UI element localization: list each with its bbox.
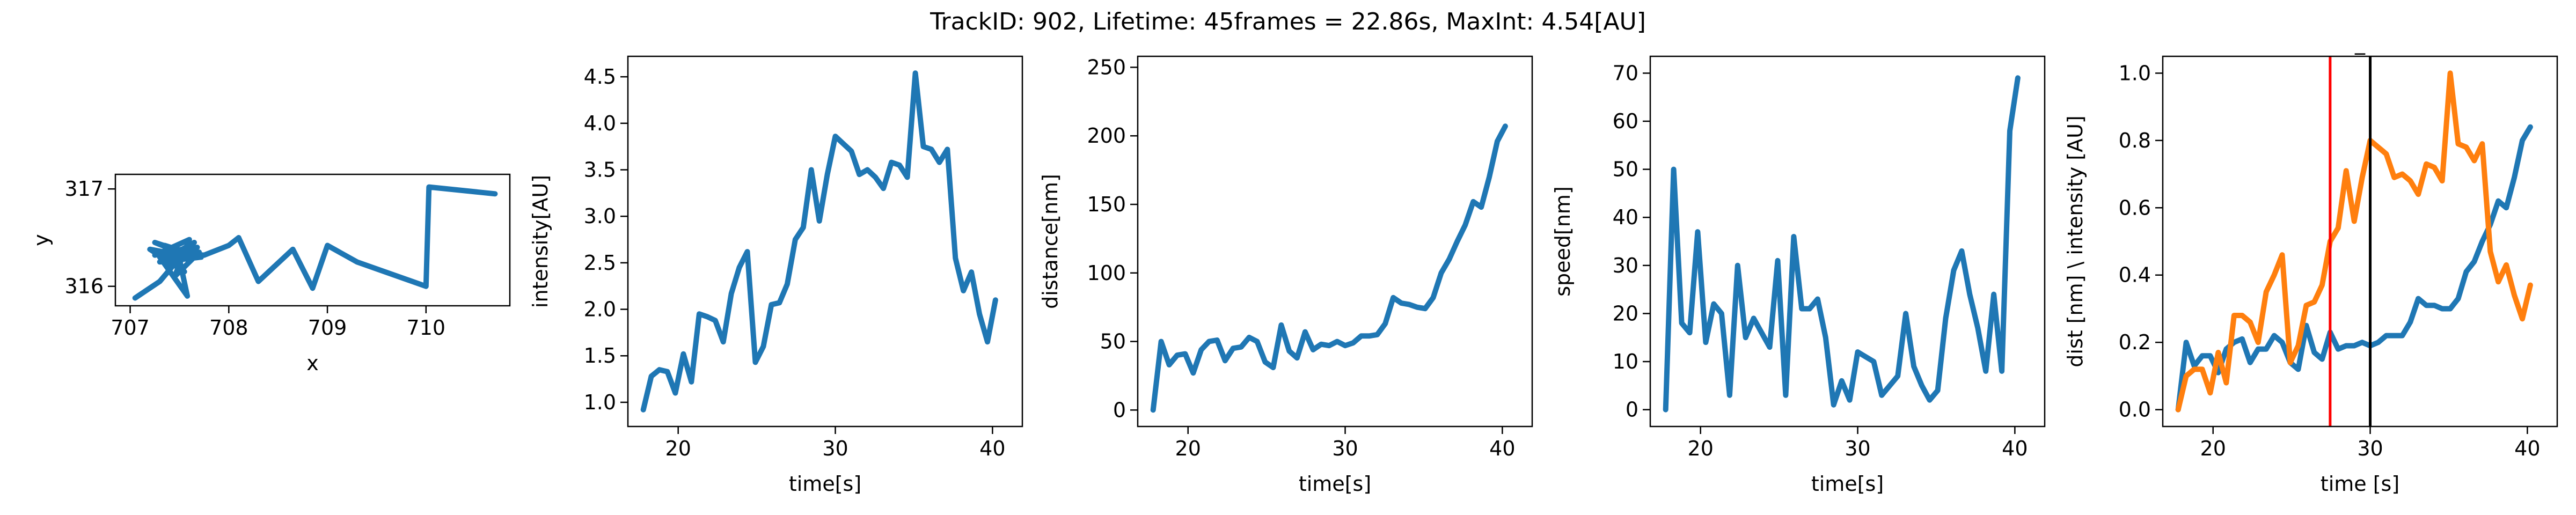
x-tick-label: 708 — [209, 316, 248, 340]
y-tick-label: 317 — [64, 177, 104, 201]
x-tick-label: 709 — [308, 316, 347, 340]
x-axis-label: time[s] — [789, 472, 861, 496]
y-tick-label: 1.5 — [584, 344, 616, 367]
y-tick-label: 200 — [1087, 124, 1126, 148]
y-axis-label: distance[nm] — [1038, 174, 1062, 309]
y-tick-label: 250 — [1087, 55, 1126, 79]
chart-trajectory: 707 708 709 710 316 317 x y — [30, 173, 511, 375]
y-tick-label: 0.8 — [2119, 129, 2151, 152]
y-tick-label: 0.2 — [2119, 330, 2151, 354]
y-tick-label: 70 — [1613, 61, 1638, 85]
x-axis-label: time [s] — [2321, 472, 2399, 496]
x-tick-label: 30 — [2357, 437, 2383, 460]
chart-distance: 20 30 40 0 50 100 150 200 250 time[s] distance[nm] — [1038, 55, 1533, 496]
y-tick-label: 150 — [1087, 193, 1126, 216]
y-tick-label: 10 — [1613, 350, 1638, 373]
series-line-2 — [2175, 70, 2533, 413]
y-tick-label: 2.0 — [584, 298, 616, 321]
y-axis-label: y — [30, 234, 53, 246]
y-tick-label: 40 — [1613, 205, 1638, 229]
figure-title: TrackID: 902, Lifetime: 45frames = 22.86… — [930, 8, 1646, 35]
x-tick-label: 710 — [407, 316, 446, 340]
chart-dist-intensity: 20 30 40 0.0 0.2 0.4 0.6 0.8 1.0 time [s] dist [nm… — [2063, 31, 2558, 496]
y-tick-label: 30 — [1613, 254, 1638, 277]
x-tick-label: 20 — [1688, 437, 1714, 460]
series-line-1 — [1663, 75, 2021, 413]
y-tick-label: 3.0 — [584, 204, 616, 228]
chart-speed: 20 30 40 0 10 20 30 40 50 60 70 time[s] speed[nm] — [1551, 55, 2046, 496]
y-tick-label: 4.5 — [584, 65, 616, 89]
axes-frame — [1137, 55, 1533, 428]
y-axis-label: dist [nm] \ intensity [AU] — [2063, 115, 2087, 367]
y-tick-label: 50 — [1613, 158, 1638, 181]
series-line-1 — [2175, 124, 2533, 413]
x-tick-label: 40 — [2514, 437, 2540, 460]
y-tick-label: 0.4 — [2119, 263, 2151, 287]
y-tick-label: 0 — [1626, 398, 1638, 422]
y-axis-label: intensity[AU] — [529, 175, 552, 308]
axes-layer: 707 708 709 710 316 317 x y 20 30 40 1.0 1.5 2.0 2.5 3.… — [30, 31, 2558, 496]
y-axis-label: speed[nm] — [1551, 186, 1575, 297]
y-tick-label: 50 — [1100, 330, 1126, 354]
y-tick-label: 1.0 — [584, 391, 616, 414]
x-tick-label: 40 — [1489, 437, 1515, 460]
x-tick-label: 20 — [1175, 437, 1201, 460]
series-line-1 — [640, 70, 998, 413]
y-tick-label: 2.5 — [584, 251, 616, 275]
y-tick-label: 60 — [1613, 109, 1638, 133]
x-tick-label: 30 — [1845, 437, 1870, 460]
series-line-1 — [1150, 123, 1508, 413]
x-tick-label: 707 — [111, 316, 150, 340]
x-axis-label: time[s] — [1299, 472, 1371, 496]
y-tick-label: 0.0 — [2119, 398, 2151, 422]
x-tick-label: 40 — [979, 437, 1005, 460]
axes-frame — [627, 55, 1023, 428]
x-tick-label: 30 — [1332, 437, 1358, 460]
x-tick-label: 40 — [2002, 437, 2028, 460]
axes-frame — [114, 173, 511, 307]
y-tick-label: 3.5 — [584, 158, 616, 182]
series-line-1 — [132, 184, 498, 301]
y-tick-label: 316 — [64, 275, 104, 298]
y-tick-label: 4.0 — [584, 112, 616, 135]
x-axis-label: time[s] — [1811, 472, 1884, 496]
x-axis-label: x — [306, 351, 319, 375]
y-tick-label: 20 — [1613, 301, 1638, 325]
axes-frame — [2162, 55, 2558, 428]
axes-frame — [1649, 55, 2046, 428]
x-tick-label: 20 — [2200, 437, 2226, 460]
y-tick-label: 0 — [1113, 398, 1126, 422]
x-tick-label: 20 — [665, 437, 691, 460]
x-tick-label: 30 — [822, 437, 848, 460]
chart-intensity: 20 30 40 1.0 1.5 2.0 2.5 3.0 3.5 4.0 4.5 time[s] int… — [529, 55, 1023, 496]
axes-title: _ — [2354, 31, 2366, 55]
y-tick-label: 0.6 — [2119, 196, 2151, 219]
y-tick-label: 100 — [1087, 261, 1126, 285]
y-tick-label: 1.0 — [2119, 61, 2151, 85]
